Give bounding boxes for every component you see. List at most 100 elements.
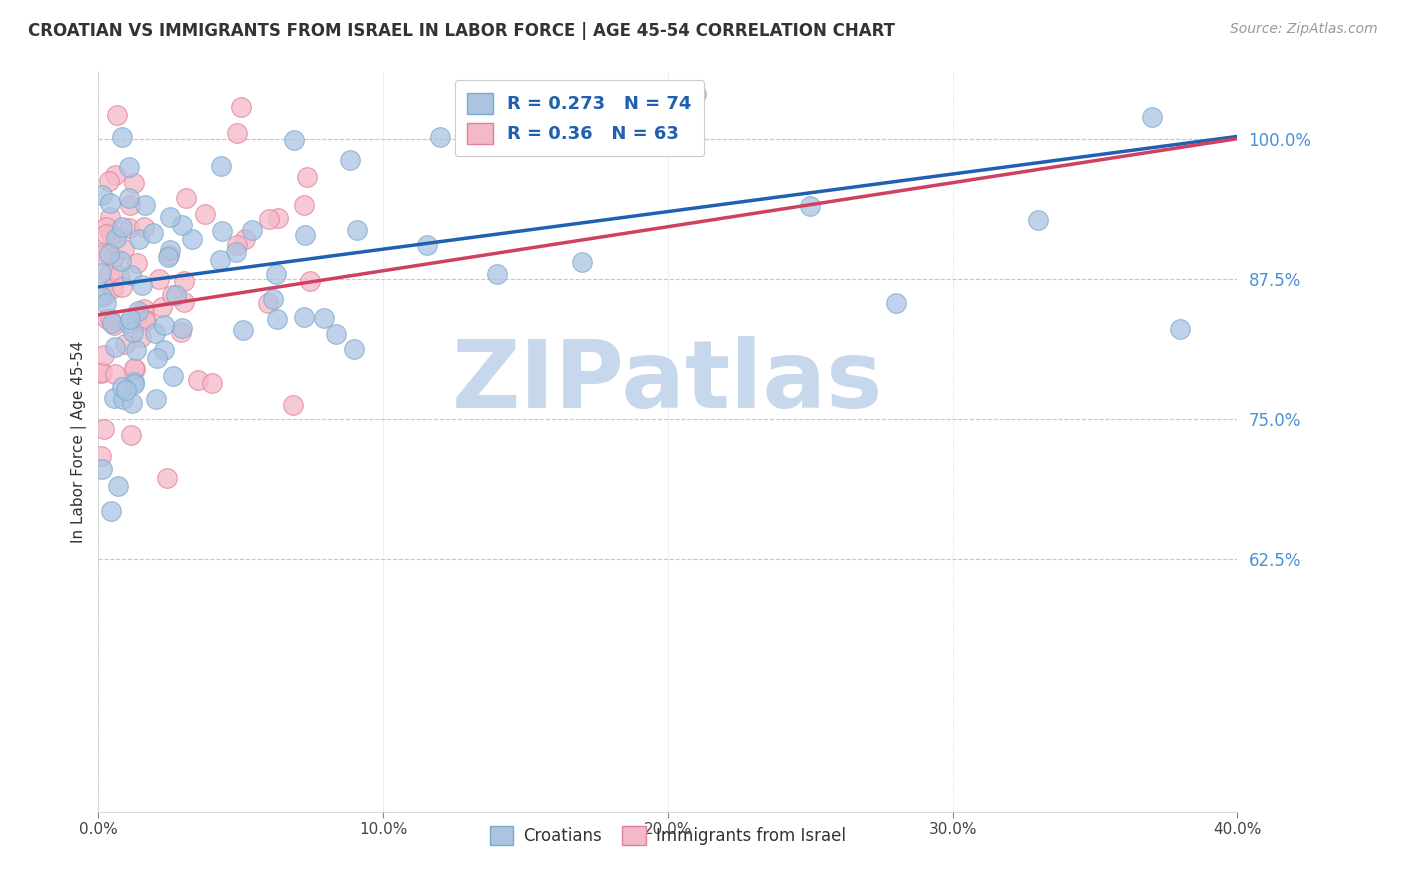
Text: CROATIAN VS IMMIGRANTS FROM ISRAEL IN LABOR FORCE | AGE 45-54 CORRELATION CHART: CROATIAN VS IMMIGRANTS FROM ISRAEL IN LA… [28,22,896,40]
Point [264,267,287,281]
Legend: Croatians, Immigrants from Israel: Croatians, Immigrants from Israel [484,819,852,852]
Point [117,317,139,331]
Point [90,266,112,280]
Point [225,126,247,140]
Point [292,310,315,325]
Point [486,268,509,282]
Point [157,247,180,261]
Point [90,248,112,262]
Point [292,198,315,212]
Point [145,392,167,407]
Point [162,288,184,302]
Point [134,198,156,212]
Point [122,360,145,375]
Point [132,302,155,317]
Point [281,398,304,412]
Point [259,212,281,227]
Point [114,383,136,397]
Point [112,242,135,256]
Point [91,290,114,304]
Point [150,300,173,314]
Point [96,227,118,242]
Point [122,377,145,392]
Point [129,330,152,344]
Point [120,428,142,442]
Text: ZIPatlas: ZIPatlas [453,336,883,428]
Point [90,450,112,464]
Point [118,160,141,174]
Point [94,219,117,234]
Point [226,238,249,252]
Point [145,351,167,365]
Point [98,312,121,326]
Point [416,237,439,252]
Point [156,471,179,485]
Point [104,168,127,182]
Point [91,187,114,202]
Point [118,221,141,235]
Point [346,223,368,237]
Point [152,318,174,333]
Point [118,191,141,205]
Point [93,347,115,361]
Point [103,391,125,405]
Point [124,176,146,190]
Point [125,314,148,328]
Point [105,108,128,122]
Point [111,380,134,394]
Point [143,326,166,340]
Point [314,311,336,326]
Point [98,210,121,224]
Point [342,342,364,356]
Point [884,296,907,310]
Point [229,100,252,114]
Point [111,392,134,406]
Point [94,296,117,310]
Point [174,190,197,204]
Point [295,169,318,184]
Point [194,207,217,221]
Point [135,313,157,327]
Point [122,325,145,339]
Point [101,316,124,330]
Point [256,296,278,310]
Point [170,325,193,339]
Point [90,366,112,380]
Point [1026,213,1049,227]
Point [114,336,136,351]
Point [111,220,134,235]
Point [110,254,132,268]
Point [266,311,288,326]
Point [165,287,187,301]
Point [187,373,209,387]
Point [121,396,143,410]
Point [429,130,451,145]
Point [263,292,285,306]
Point [156,250,179,264]
Point [90,288,112,302]
Point [104,231,127,245]
Point [208,253,231,268]
Point [100,504,122,518]
Point [134,313,156,327]
Point [159,211,181,225]
Point [131,277,153,292]
Point [170,218,193,232]
Point [111,280,134,294]
Point [1170,322,1192,336]
Point [125,256,148,270]
Point [173,274,195,288]
Point [94,287,117,301]
Point [118,312,141,326]
Point [127,304,149,318]
Point [96,312,118,326]
Point [100,227,122,241]
Point [153,343,176,357]
Point [90,462,112,476]
Point [799,199,821,213]
Point [325,327,347,342]
Point [1140,110,1163,124]
Point [104,340,127,354]
Point [339,153,361,167]
Point [294,227,316,242]
